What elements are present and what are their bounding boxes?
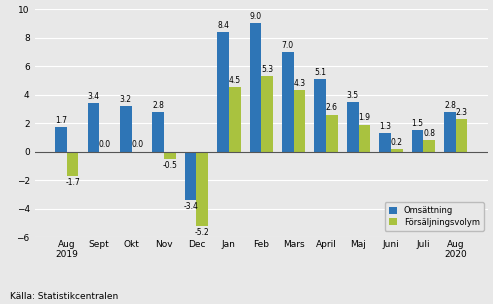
Text: 1.9: 1.9 xyxy=(358,113,370,123)
Bar xyxy=(294,90,305,152)
Text: 5.1: 5.1 xyxy=(314,68,326,77)
Text: 0.8: 0.8 xyxy=(423,129,435,138)
Legend: Omsättning, Försäljningsvolym: Omsättning, Försäljningsvolym xyxy=(385,202,484,231)
Text: 9.0: 9.0 xyxy=(249,12,261,21)
Bar xyxy=(444,112,456,152)
Bar xyxy=(315,79,326,152)
Text: 4.5: 4.5 xyxy=(229,76,241,85)
Text: 8.4: 8.4 xyxy=(217,21,229,30)
Text: 0.2: 0.2 xyxy=(391,138,403,147)
Bar xyxy=(67,152,78,176)
Bar xyxy=(358,125,370,152)
Bar xyxy=(217,32,229,152)
Bar xyxy=(55,127,67,152)
Text: 0.0: 0.0 xyxy=(132,140,143,150)
Text: 2.8: 2.8 xyxy=(444,101,456,109)
Text: -0.5: -0.5 xyxy=(162,161,177,170)
Text: 5.3: 5.3 xyxy=(261,65,273,74)
Bar xyxy=(347,102,358,152)
Text: 0.0: 0.0 xyxy=(99,140,111,150)
Text: 3.4: 3.4 xyxy=(87,92,100,101)
Bar xyxy=(196,152,208,226)
Text: -5.2: -5.2 xyxy=(195,228,210,237)
Bar xyxy=(88,103,99,152)
Bar xyxy=(326,115,338,152)
Text: 1.7: 1.7 xyxy=(55,116,67,125)
Bar xyxy=(456,119,467,152)
Bar xyxy=(185,152,196,200)
Bar xyxy=(229,88,241,152)
Bar xyxy=(164,152,176,159)
Text: 3.5: 3.5 xyxy=(347,91,359,100)
Bar xyxy=(379,133,391,152)
Bar xyxy=(391,149,403,152)
Text: 2.8: 2.8 xyxy=(152,101,164,109)
Text: 1.3: 1.3 xyxy=(379,122,391,131)
Bar xyxy=(282,52,294,152)
Bar xyxy=(261,76,273,152)
Bar xyxy=(423,140,435,152)
Text: 4.3: 4.3 xyxy=(293,79,306,88)
Text: Källa: Statistikcentralen: Källa: Statistikcentralen xyxy=(10,292,118,301)
Bar xyxy=(249,23,261,152)
Text: 7.0: 7.0 xyxy=(282,41,294,50)
Text: 1.5: 1.5 xyxy=(412,119,423,128)
Text: 2.3: 2.3 xyxy=(456,108,468,117)
Text: -3.4: -3.4 xyxy=(183,202,198,211)
Text: 2.6: 2.6 xyxy=(326,103,338,112)
Bar xyxy=(152,112,164,152)
Bar xyxy=(120,106,132,152)
Bar xyxy=(412,130,423,152)
Text: 3.2: 3.2 xyxy=(120,95,132,104)
Text: -1.7: -1.7 xyxy=(65,178,80,187)
